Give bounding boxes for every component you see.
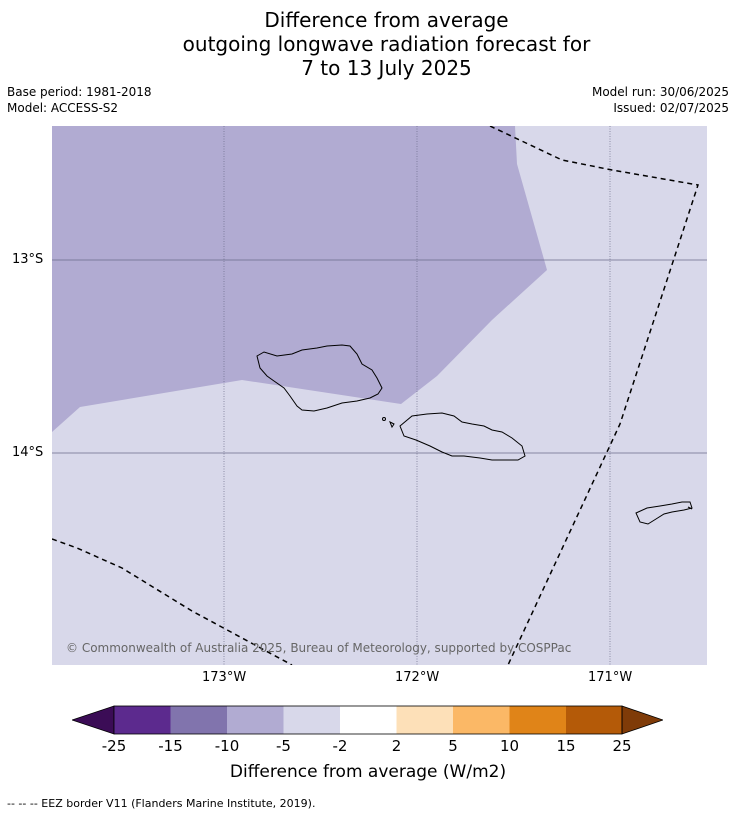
eez-border-southwest	[51, 538, 293, 666]
colorbar-tick: 5	[448, 737, 458, 755]
base-period: Base period: 1981-2018	[7, 85, 152, 99]
map-svg	[51, 125, 707, 666]
colorbar	[70, 705, 665, 735]
chart-title: Difference from average outgoing longwav…	[0, 8, 736, 80]
colorbar-outline	[113, 705, 623, 735]
title-line-3: 7 to 13 July 2025	[301, 56, 472, 80]
colorbar-tick: -2	[332, 737, 348, 755]
colorbar-tick: 25	[612, 737, 632, 755]
colorbar-tick: -15	[158, 737, 183, 755]
anomaly-region-dark	[52, 126, 547, 432]
lon-label-173w: 173°W	[202, 670, 247, 685]
colorbar-bin-4	[283, 706, 340, 734]
colorbar-extend-low	[70, 705, 115, 735]
title-line-1: Difference from average	[264, 8, 509, 32]
colorbar-tick: 10	[499, 737, 520, 755]
eez-border-east	[489, 125, 699, 666]
colorbar-tick: 2	[391, 737, 402, 755]
colorbar-tick: -10	[214, 737, 240, 755]
colorbar-bin-2	[170, 706, 227, 734]
colorbar-bin-5	[340, 706, 397, 734]
lat-label-14s: 14°S	[12, 445, 44, 460]
lon-label-171w: 171°W	[588, 670, 633, 685]
meta-right: Model run: 30/06/2025 Issued: 02/07/2025	[592, 84, 729, 116]
model-run: Model run: 30/06/2025	[591, 85, 729, 99]
colorbar-bins	[114, 706, 622, 734]
colorbar-svg	[70, 705, 665, 735]
colorbar-tick: -5	[276, 737, 291, 755]
coastlines	[256, 344, 693, 525]
island-savaii	[256, 344, 383, 412]
colorbar-bin-8	[509, 706, 566, 734]
colorbar-extend-high	[621, 705, 665, 735]
meta-left: Base period: 1981-2018 Model: ACCESS-S2	[7, 84, 152, 116]
eez-footnote: -- -- -- EEZ border V11 (Flanders Marine…	[7, 797, 316, 810]
islet-manono	[389, 420, 395, 429]
island-tutuila	[635, 501, 693, 525]
colorbar-bin-9	[566, 706, 622, 734]
copyright-notice: © Commonwealth of Australia 2025, Bureau…	[66, 641, 572, 655]
lat-label-13s: 13°S	[12, 252, 44, 267]
issued-date: Issued: 02/07/2025	[613, 101, 729, 115]
colorbar-bin-1	[114, 706, 171, 734]
colorbar-title: Difference from average (W/m2)	[229, 762, 507, 782]
colorbar-tick: -25	[101, 737, 127, 755]
eez-borders	[51, 125, 699, 666]
map-panel: © Commonwealth of Australia 2025, Bureau…	[51, 125, 707, 666]
islet-aunuu	[687, 506, 693, 510]
colorbar-bin-3	[227, 706, 284, 734]
colorbar-bin-7	[453, 706, 510, 734]
lon-label-172w: 172°W	[395, 670, 440, 685]
graticule	[52, 126, 707, 665]
colorbar-bin-6	[396, 706, 453, 734]
colorbar-tick: 15	[556, 737, 576, 755]
model-name: Model: ACCESS-S2	[7, 101, 119, 115]
title-line-2: outgoing longwave radiation forecast for	[182, 32, 591, 56]
islet-apolima	[382, 417, 386, 421]
island-upolu	[399, 412, 526, 461]
